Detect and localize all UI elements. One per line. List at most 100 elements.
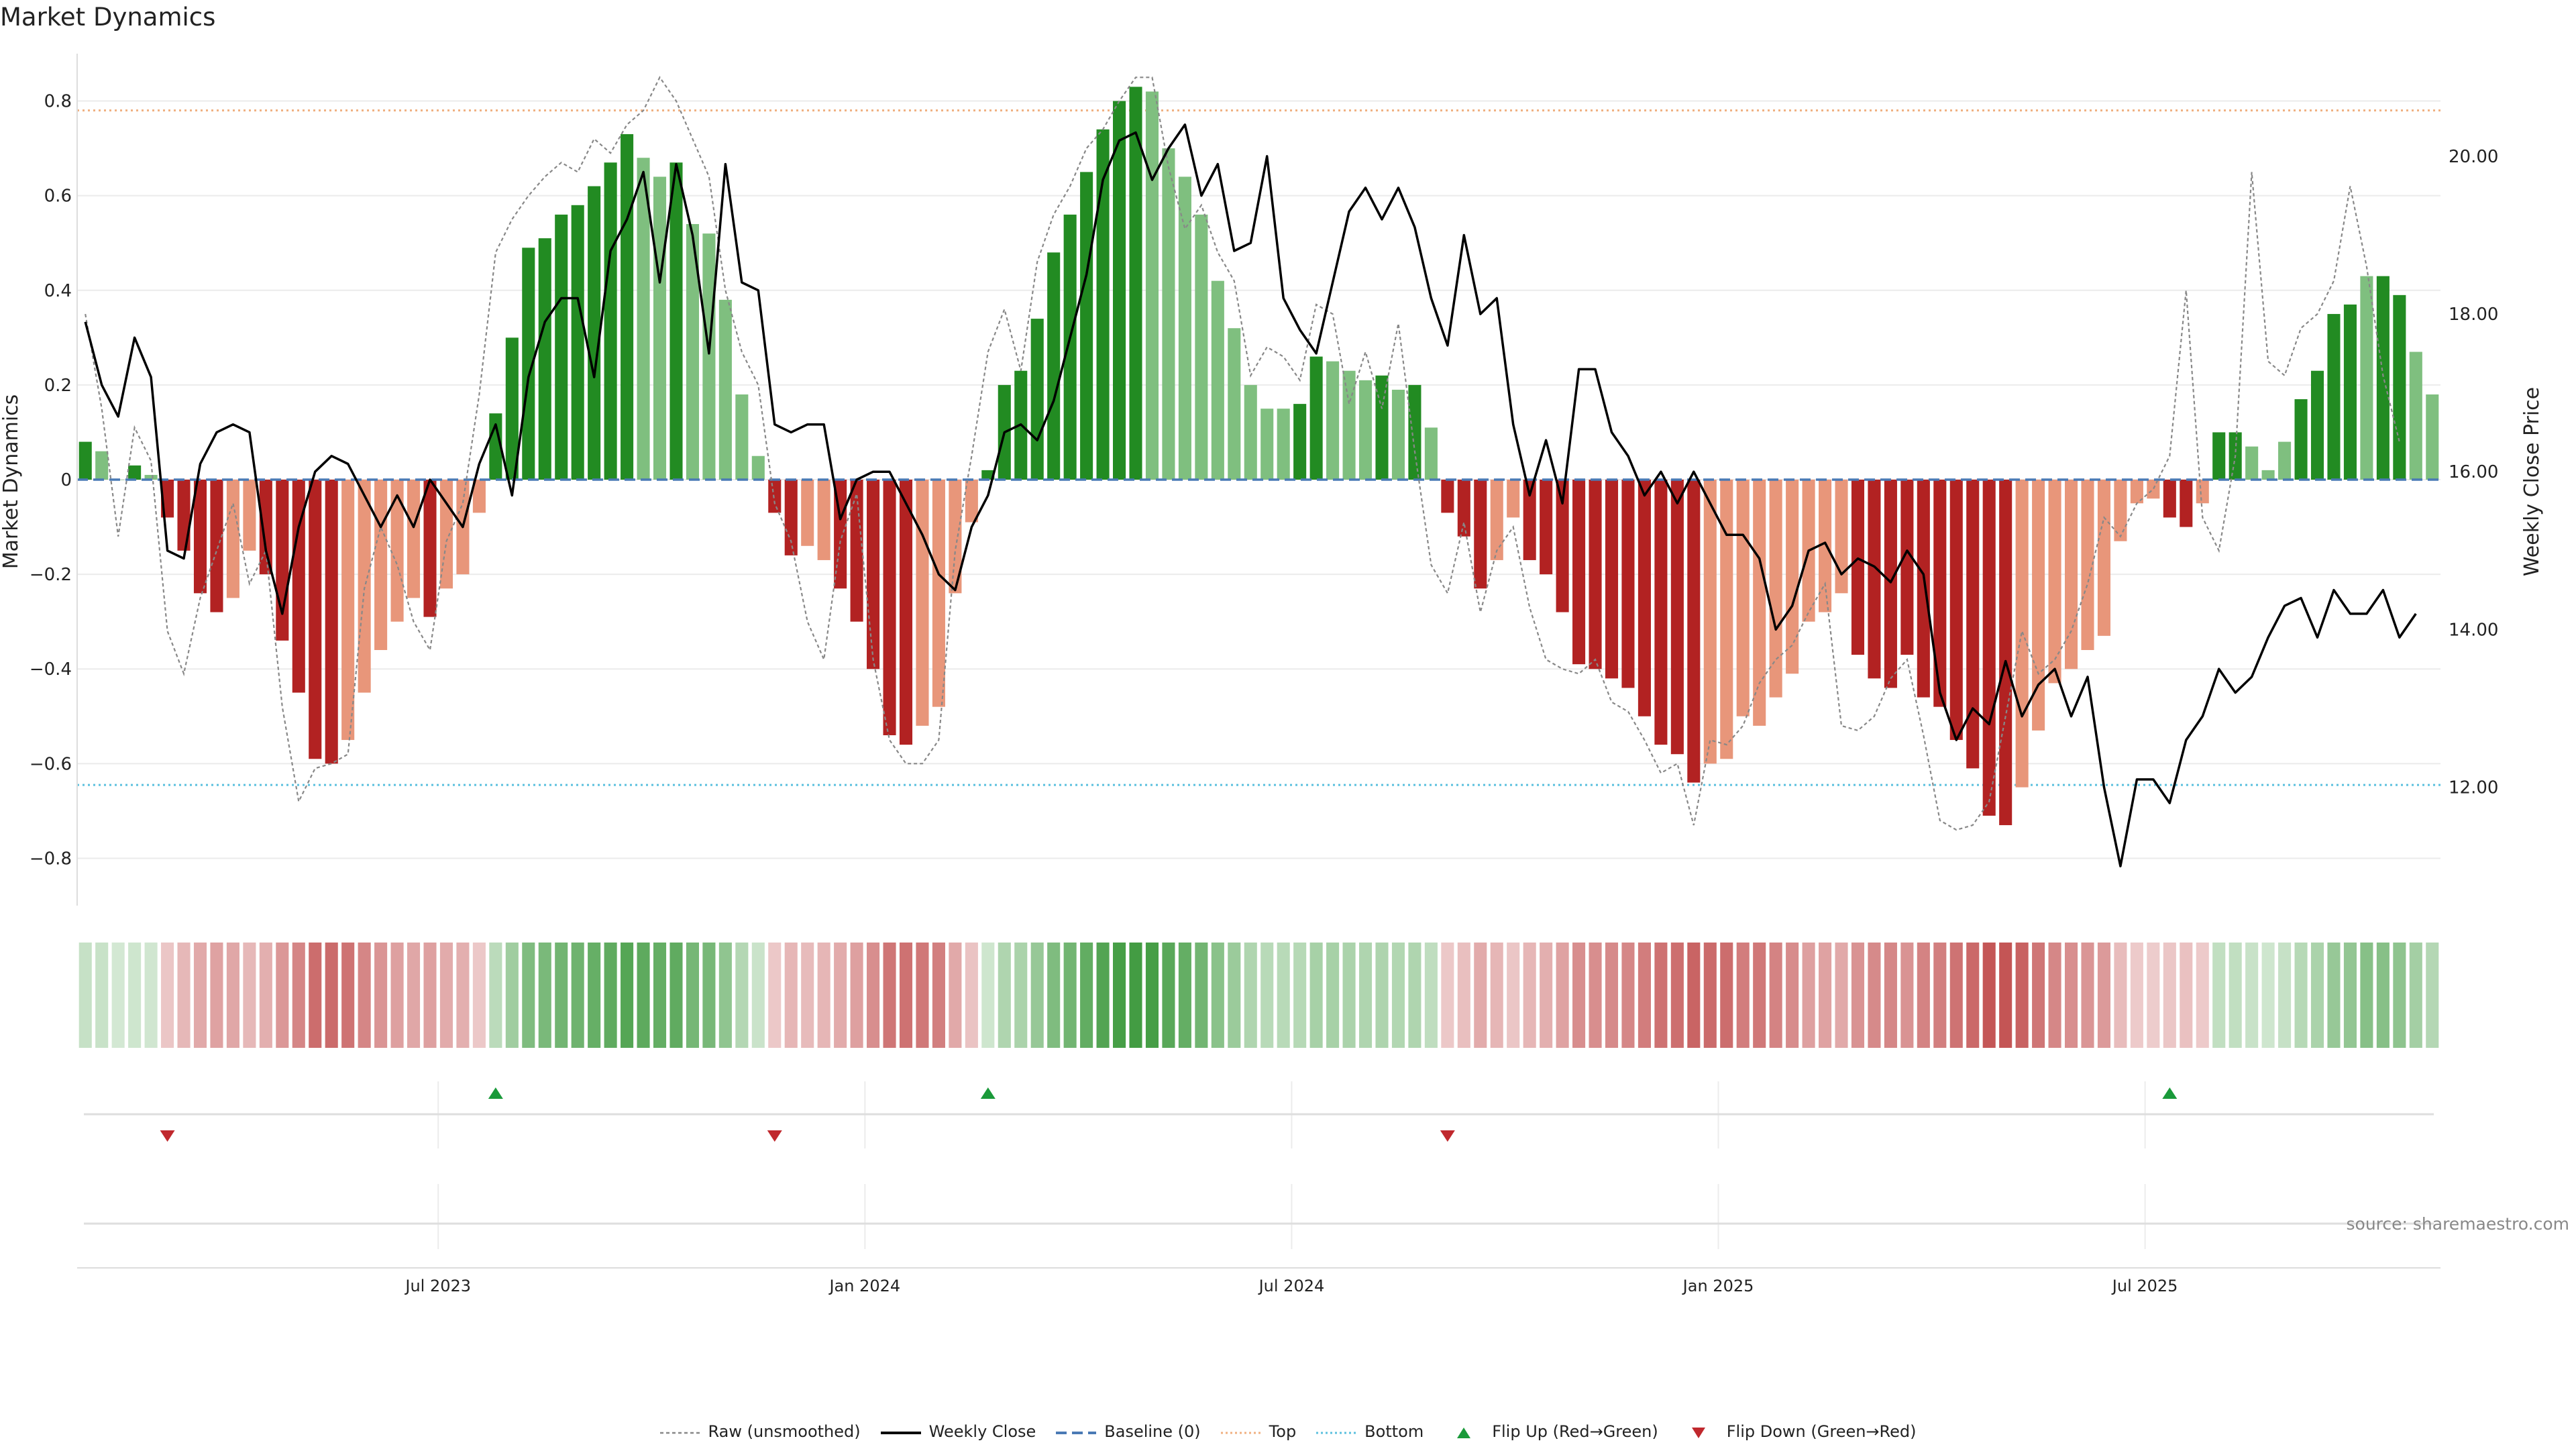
momentum-bar [1145, 91, 1159, 480]
y-tick-label: −0.6 [30, 754, 72, 774]
momentum-bar [1638, 480, 1651, 716]
momentum-bar [1408, 384, 1421, 480]
heat-cell [1309, 943, 1323, 1048]
heat-cell [1786, 943, 1799, 1048]
heat-cell [571, 943, 584, 1048]
legend: Raw (unsmoothed) Weekly Close Baseline (… [0, 1418, 2576, 1445]
momentum-bar [1424, 427, 1438, 480]
legend-label-raw: Raw (unsmoothed) [708, 1422, 861, 1441]
momentum-bar [1260, 409, 1274, 480]
momentum-bar [555, 214, 568, 480]
momentum-bar [2261, 470, 2275, 480]
heat-cell [718, 943, 732, 1048]
momentum-bar [784, 480, 798, 555]
y2-tick-label: 20.00 [2449, 147, 2498, 167]
heat-cell [1507, 943, 1520, 1048]
momentum-bar [2097, 480, 2111, 636]
momentum-bar [1441, 480, 1454, 513]
heat-cell [1540, 943, 1553, 1048]
heat-cell [867, 943, 880, 1048]
momentum-bar [2245, 446, 2259, 480]
flip-marker-panel [84, 1081, 2434, 1148]
heat-cell [2278, 943, 2292, 1048]
y2-tick-label: 12.00 [2449, 778, 2498, 798]
y-tick-label: 0.8 [44, 92, 72, 112]
heat-cell [621, 943, 634, 1048]
momentum-bar [358, 480, 371, 693]
heat-cell [1080, 943, 1093, 1048]
momentum-bar [2360, 276, 2373, 480]
legend-item-flip-down: Flip Down (Green→Red) [1678, 1422, 1917, 1441]
heat-cell [686, 943, 699, 1048]
momentum-bar [1769, 480, 1782, 698]
momentum-bar [883, 480, 896, 735]
heat-cell [1982, 943, 1996, 1048]
momentum-bar [932, 480, 945, 707]
heat-cell [2360, 943, 2373, 1048]
legend-item-top: Top [1220, 1422, 1297, 1441]
momentum-bar [2163, 480, 2176, 518]
heat-cell [981, 943, 995, 1048]
heat-cell [538, 943, 551, 1048]
momentum-bar [538, 238, 551, 480]
heat-cell [1228, 943, 1241, 1048]
heat-cell [2409, 943, 2422, 1048]
heat-cell [456, 943, 470, 1048]
heat-cell [834, 943, 847, 1048]
heat-cell [358, 943, 371, 1048]
legend-label-baseline: Baseline (0) [1104, 1422, 1201, 1441]
momentum-bar [1309, 356, 1323, 480]
heat-cell [2376, 943, 2390, 1048]
momentum-bar [374, 480, 388, 650]
momentum-bar [850, 480, 863, 622]
momentum-bar [588, 186, 601, 480]
heat-cell [144, 943, 158, 1048]
legend-item-baseline: Baseline (0) [1056, 1422, 1201, 1441]
momentum-bar [702, 233, 716, 480]
momentum-bars [78, 87, 2439, 826]
heat-cell [1720, 943, 1733, 1048]
empty-panel [84, 1184, 2434, 1249]
momentum-bar [637, 158, 650, 480]
close-line-swatch-icon [880, 1425, 921, 1438]
heat-cell [193, 943, 207, 1048]
momentum-bar [1195, 214, 1208, 480]
triangle-up-icon [1444, 1425, 1484, 1438]
momentum-bar [768, 480, 782, 513]
momentum-bar [1375, 375, 1389, 480]
momentum-bar [423, 480, 437, 617]
y-tick-label: −0.2 [30, 565, 72, 585]
x-tick-label: Jan 2024 [828, 1277, 900, 1295]
heat-cell [850, 943, 863, 1048]
heat-cell [489, 943, 502, 1048]
heat-cell [1769, 943, 1782, 1048]
legend-item-close: Weekly Close [880, 1422, 1036, 1441]
legend-item-bottom: Bottom [1316, 1422, 1424, 1441]
momentum-bar [1736, 480, 1750, 716]
reference-lines [77, 109, 2440, 786]
momentum-bar [1819, 480, 1832, 612]
heat-cell [1736, 943, 1750, 1048]
momentum-bar [1523, 480, 1536, 560]
momentum-bar [2048, 480, 2061, 684]
heat-cell [1819, 943, 1832, 1048]
heat-cell [2114, 943, 2127, 1048]
momentum-bar [1753, 480, 1766, 726]
x-tick-label: Jul 2024 [1258, 1277, 1325, 1295]
heat-cell [1129, 943, 1142, 1048]
momentum-bar [1507, 480, 1520, 518]
heat-cell [784, 943, 798, 1048]
heat-cell [1523, 943, 1536, 1048]
heat-cell [637, 943, 650, 1048]
flip-up-marker [2162, 1087, 2178, 1099]
legend-label-top: Top [1269, 1422, 1297, 1441]
weekly-close-line [84, 123, 2417, 867]
heat-cell [325, 943, 338, 1048]
heat-cell [2327, 943, 2341, 1048]
momentum-bar [1868, 480, 1881, 679]
momentum-bar [95, 451, 109, 480]
momentum-bar [1080, 172, 1093, 480]
momentum-bar [686, 224, 699, 480]
momentum-bar [128, 465, 142, 480]
momentum-bar [1670, 480, 1684, 755]
